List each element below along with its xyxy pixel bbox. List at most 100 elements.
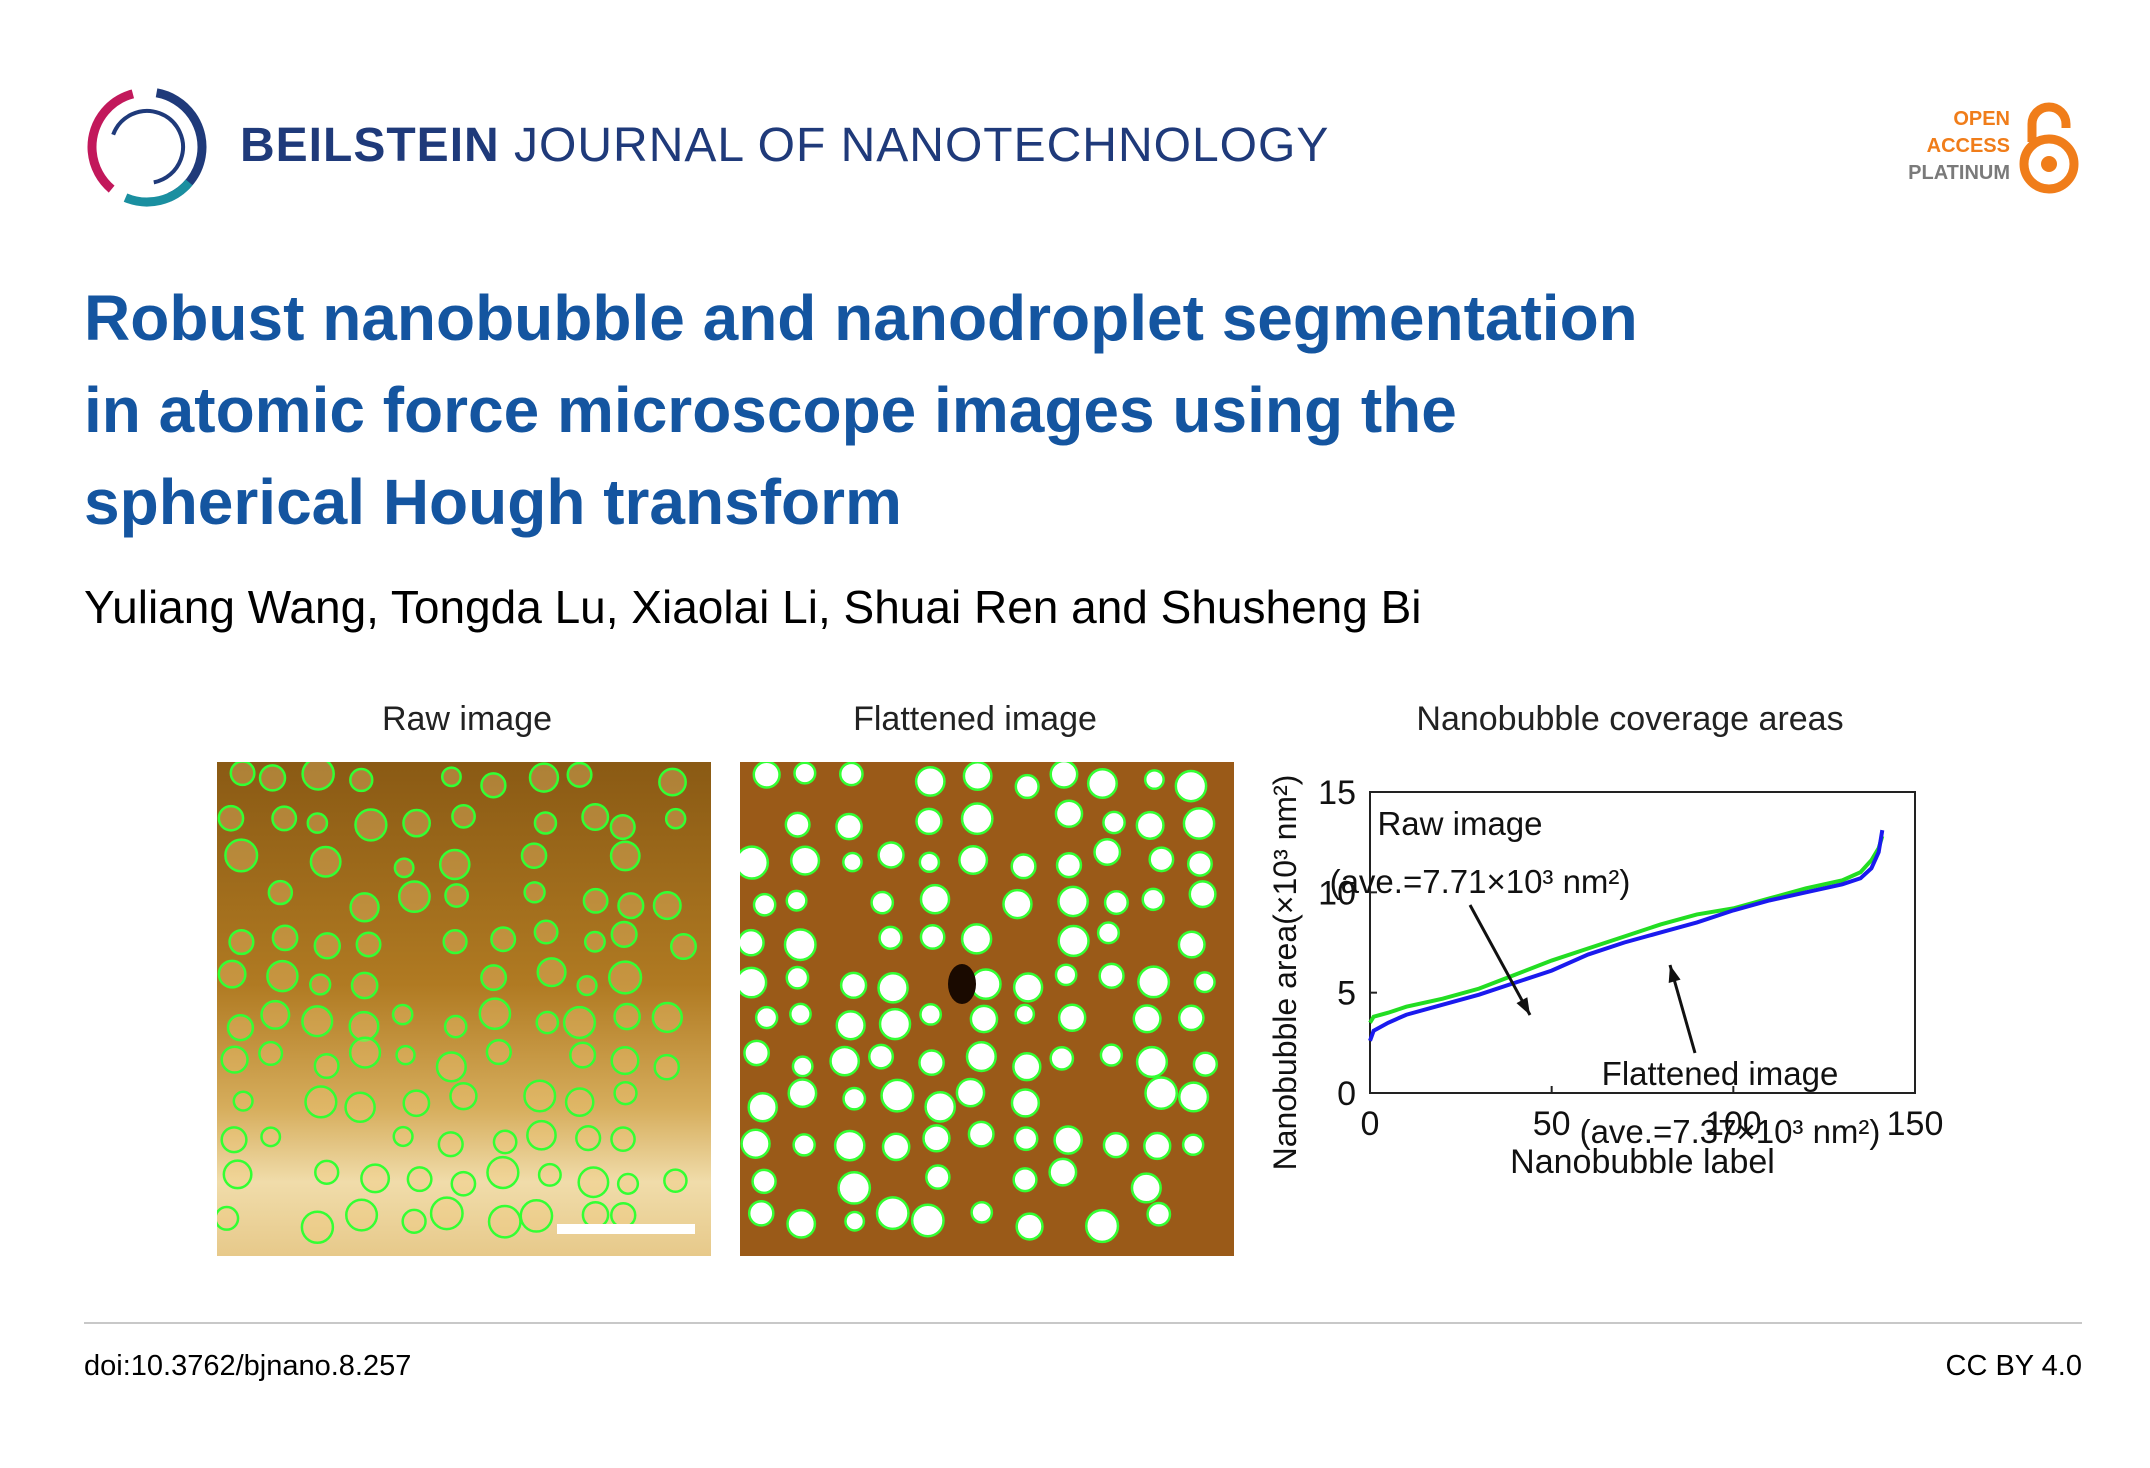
bubble-outline <box>664 807 687 830</box>
bubble-outline <box>344 1091 376 1124</box>
bubble-outline <box>740 966 768 999</box>
bubble-outline <box>613 1080 638 1106</box>
bubble-outline <box>607 960 643 995</box>
journal-name: BEILSTEIN JOURNAL OF NANOTECHNOLOGY <box>240 118 1329 173</box>
bubble-outline <box>391 1003 414 1026</box>
bubble-outline <box>1098 962 1125 989</box>
bubble-outline <box>1010 1088 1041 1118</box>
bubble-outline <box>217 959 247 989</box>
bubble-outline <box>438 848 471 881</box>
bubble-outline <box>1193 971 1216 994</box>
bubble-outline <box>1012 1167 1038 1193</box>
title-line-3: spherical Hough transform <box>84 466 902 538</box>
bubble-outline <box>740 1128 771 1159</box>
bubble-outline <box>1148 846 1175 873</box>
bubble-outline <box>349 892 380 923</box>
bubble-outline <box>754 1005 779 1030</box>
bubble-outline <box>924 1091 957 1123</box>
bubble-outline <box>229 762 256 787</box>
x-tick-label: 100 <box>1705 1105 1762 1143</box>
bubble-outline <box>1181 1133 1205 1157</box>
footer-divider <box>84 1322 2082 1324</box>
bubble-outline <box>747 1199 775 1227</box>
plot-frame <box>1369 791 1916 1094</box>
bubble-outline <box>313 932 341 960</box>
bubble-outline <box>839 971 868 999</box>
bubble-outline <box>1054 799 1084 829</box>
bubble-outline <box>1177 930 1206 959</box>
bubble-outline <box>1002 888 1033 920</box>
bubble-outline <box>1096 921 1121 945</box>
bubble-outline <box>1093 838 1122 866</box>
panel-title-coverage: Nanobubble coverage areas <box>1416 700 1844 738</box>
bubble-outline <box>965 1041 997 1073</box>
bubble-outline <box>1057 885 1089 918</box>
y-axis-label: Nanobubble area(×10³ nm²) <box>1267 775 1303 1171</box>
bubble-outline <box>609 813 636 841</box>
bubble-outline <box>919 883 951 915</box>
bubble-outline <box>1102 1131 1130 1159</box>
bubble-outline <box>392 1125 414 1148</box>
bubble-outline <box>877 841 905 869</box>
bubble-outline <box>232 1090 254 1112</box>
bubble-outline <box>789 1002 812 1026</box>
bubble-outline <box>955 1077 986 1108</box>
panel-title-flattened: Flattened image <box>853 700 1097 738</box>
bubble-outline <box>1146 1201 1172 1227</box>
bubble-outline <box>1132 1004 1162 1034</box>
afm-flattened-image <box>740 762 1234 1256</box>
chart-axes: 0 50 100 150 0 5 10 15 Nanobubble label Nanobubbl… <box>1267 774 1943 1181</box>
doi-link[interactable]: doi:10.3762/bjnano.8.257 <box>84 1350 412 1382</box>
bubble-outline <box>533 811 558 835</box>
bubble-outline <box>314 1159 340 1185</box>
bubble-outline <box>350 971 379 1000</box>
bubble-outline <box>523 1079 557 1113</box>
bubble-outline <box>837 1170 872 1205</box>
bubble-outline <box>1054 963 1078 987</box>
bubble-outline <box>435 1051 467 1083</box>
bubble-outline <box>260 1126 282 1148</box>
bubble-outline <box>616 1172 640 1195</box>
bubble-outline <box>228 928 255 956</box>
bubble-outline <box>309 845 342 878</box>
bubble-outline <box>581 802 610 831</box>
bubble-outline <box>829 1045 861 1077</box>
bubble-outline <box>536 957 567 988</box>
bubble-outline <box>1135 1045 1169 1079</box>
bubble-outline <box>1178 1081 1210 1113</box>
series-line-flattened <box>1368 829 1885 1042</box>
x-tick-label: 50 <box>1533 1105 1571 1143</box>
bubble-outline <box>653 1053 681 1081</box>
bubble-outline <box>217 804 245 832</box>
bubble-outline <box>1049 762 1079 789</box>
bubble-outline <box>1137 965 1171 999</box>
bubble-outline <box>786 1208 817 1239</box>
bubble-outline <box>267 879 294 906</box>
bubble-outline <box>519 1199 554 1233</box>
bubble-outline <box>226 1014 255 1042</box>
bubble-outline <box>1141 887 1165 912</box>
chart-series <box>1368 829 1885 1042</box>
bubble-outline <box>875 1196 910 1231</box>
bubble-outline <box>610 1202 637 1229</box>
license-label: CC BY 4.0 <box>1945 1350 2082 1382</box>
x-axis-label: Nanobubble label <box>1510 1143 1775 1181</box>
bubble-outline <box>617 892 645 920</box>
bubble-outline <box>1053 1125 1083 1155</box>
bubble-outline <box>918 1049 945 1077</box>
bubble-outline <box>960 802 994 836</box>
bubble-outline <box>406 1166 433 1193</box>
bubble-outline <box>752 762 781 789</box>
y-tick-label: 10 <box>1318 874 1356 912</box>
journal-name-bold: BEILSTEIN <box>240 119 500 172</box>
bubble-outline <box>789 845 821 876</box>
bubble-outline <box>393 857 415 879</box>
annotation-label: Raw image <box>1377 805 1542 842</box>
bubble-outline <box>450 1170 477 1197</box>
bubble-outline <box>569 1041 597 1069</box>
bubble-outline <box>266 959 299 993</box>
bubble-outline <box>1015 1212 1044 1241</box>
bubble-outline <box>747 1091 778 1123</box>
annotation-arrowhead <box>1668 965 1681 983</box>
annotation-arrow <box>1468 904 1532 1016</box>
